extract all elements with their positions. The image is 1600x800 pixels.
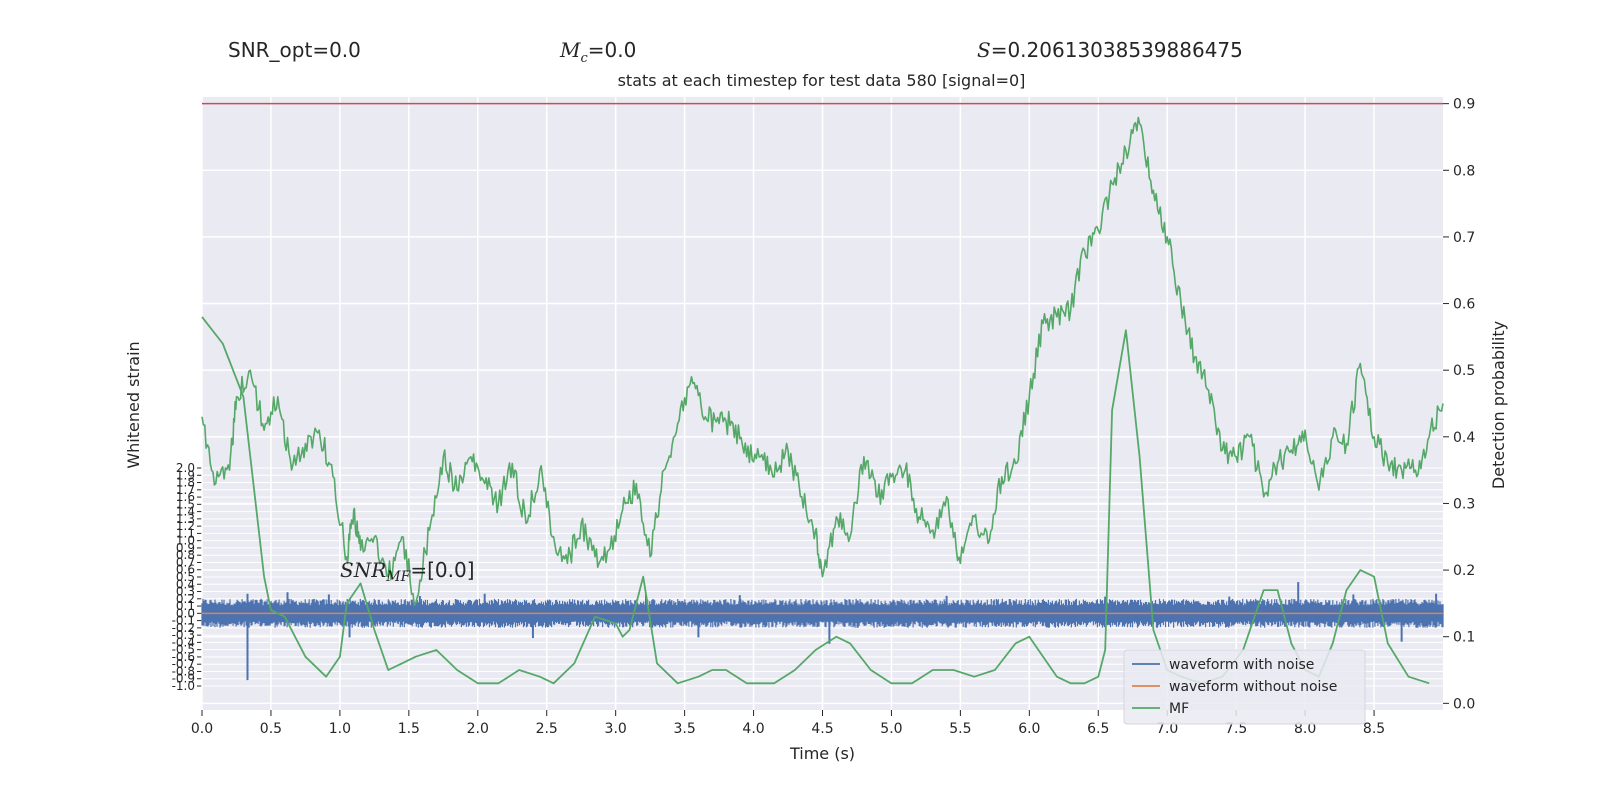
y-left-tick-label: 1.4: [176, 505, 195, 519]
detection-probability-line: [201, 116, 1444, 606]
y-right-tick-label: 0.2: [1453, 563, 1475, 579]
mc-subscript: c: [580, 51, 588, 66]
snr-mf-prefix: SNR: [340, 558, 386, 582]
y-left-tick-label: -0.3: [172, 628, 195, 642]
y-left-tick-label: 1.3: [176, 512, 195, 526]
x-tick-label: 6.5: [1087, 721, 1109, 737]
x-tick-label: 0.5: [260, 721, 282, 737]
y-right-tick-label: 0.8: [1453, 163, 1475, 179]
y-left-tick-label: 0.2: [176, 592, 195, 606]
y-right-tick-label: 0.0: [1453, 696, 1475, 712]
x-tick-label: 8.5: [1363, 721, 1385, 737]
y-left-tick-label: 0.7: [176, 555, 195, 569]
y-left-tick-label: 0.1: [176, 599, 195, 613]
y-right-tick-label: 0.5: [1453, 363, 1475, 379]
x-tick-label: 1.0: [329, 721, 351, 737]
y-left-tick-label: 0.5: [176, 570, 195, 584]
y-left-tick-label: 1.7: [176, 483, 195, 497]
y-left-tick-label: -1.0: [172, 679, 195, 693]
x-tick-label: 5.0: [880, 721, 902, 737]
x-tick-label: 4.5: [811, 721, 833, 737]
x-tick-label: 3.0: [605, 721, 627, 737]
legend-box: [1123, 649, 1366, 725]
s-symbol: S: [977, 38, 991, 62]
y-left-tick-label: 0.4: [176, 577, 195, 591]
y-right-tick-label: 0.1: [1453, 630, 1475, 646]
y-right-tick-label: 0.7: [1453, 230, 1475, 246]
x-tick-label: 8.0: [1294, 721, 1316, 737]
x-tick-label: 7.0: [1156, 721, 1178, 737]
y-left-tick-label: -0.8: [172, 664, 195, 678]
x-tick-label: 7.5: [1225, 721, 1247, 737]
y-left-tick-label: 1.2: [176, 519, 195, 533]
x-tick-label: 6.0: [1018, 721, 1040, 737]
y-left-tick-label: 1.6: [176, 490, 195, 504]
y-left-tick-label: 1.1: [176, 526, 195, 540]
y-left-tick-label: 0.3: [176, 585, 195, 599]
y-left-tick-label: -0.4: [172, 635, 195, 649]
snr-mf-value: =[0.0]: [410, 558, 474, 582]
y-left-tick-label: 1.0: [176, 534, 195, 548]
y-right-tick-label: 0.9: [1453, 97, 1475, 113]
y-left-tick-label: 0.8: [176, 548, 195, 562]
chart-title: stats at each timestep for test data 580…: [617, 71, 1026, 90]
y-left-tick-label: 1.5: [176, 497, 195, 511]
x-tick-label: 1.5: [398, 721, 420, 737]
x-tick-label: 2.0: [467, 721, 489, 737]
y-left-tick-label: -0.1: [172, 614, 195, 628]
y-right-tick-label: 0.4: [1453, 430, 1475, 446]
y-left-tick-label: 0.0: [176, 606, 195, 620]
s-stat-label: S=0.20613038539886475: [977, 38, 1243, 62]
y-left-tick-label: 1.9: [176, 468, 195, 482]
snr-mf-annotation: SNRMF=[0.0]: [340, 558, 475, 585]
x-tick-label: 2.5: [536, 721, 558, 737]
y-left-tick-label: 2.0: [176, 461, 195, 475]
x-axis-label: Time (s): [789, 744, 855, 763]
y-left-tick-label: 0.6: [176, 563, 195, 577]
y-left-tick-label: -0.5: [172, 643, 195, 657]
mc-symbol: M: [560, 38, 581, 62]
x-tick-label: 5.5: [949, 721, 971, 737]
snr-mf-subscript: MF: [385, 569, 411, 585]
legend-label: waveform without noise: [1169, 679, 1337, 695]
y-left-tick-label: 1.8: [176, 476, 195, 490]
snr-opt-label: SNR_opt=0.0: [228, 38, 361, 62]
mc-value: =0.0: [587, 38, 637, 62]
y-left-tick-label: -0.2: [172, 621, 195, 635]
x-tick-label: 4.0: [742, 721, 764, 737]
y-right-axis-label: Detection probability: [1489, 321, 1508, 489]
s-value: =0.20613038539886475: [990, 38, 1243, 62]
y-left-tick-label: 0.9: [176, 541, 195, 555]
legend-label: waveform with noise: [1169, 657, 1314, 673]
y-left-axis-label: Whitened strain: [124, 341, 143, 468]
y-left-tick-label: -0.6: [172, 650, 195, 664]
chirp-mass-label: Mc=0.0: [560, 38, 636, 66]
x-tick-label: 3.5: [673, 721, 695, 737]
x-tick-label: 0.0: [191, 721, 213, 737]
y-right-tick-label: 0.6: [1453, 297, 1475, 313]
y-left-tick-label: -0.7: [172, 657, 195, 671]
y-left-tick-label: -0.9: [172, 672, 195, 686]
legend-label: MF: [1169, 701, 1189, 717]
legend: waveform with noise waveform without nois…: [1123, 649, 1366, 725]
y-right-tick-label: 0.3: [1453, 496, 1475, 512]
